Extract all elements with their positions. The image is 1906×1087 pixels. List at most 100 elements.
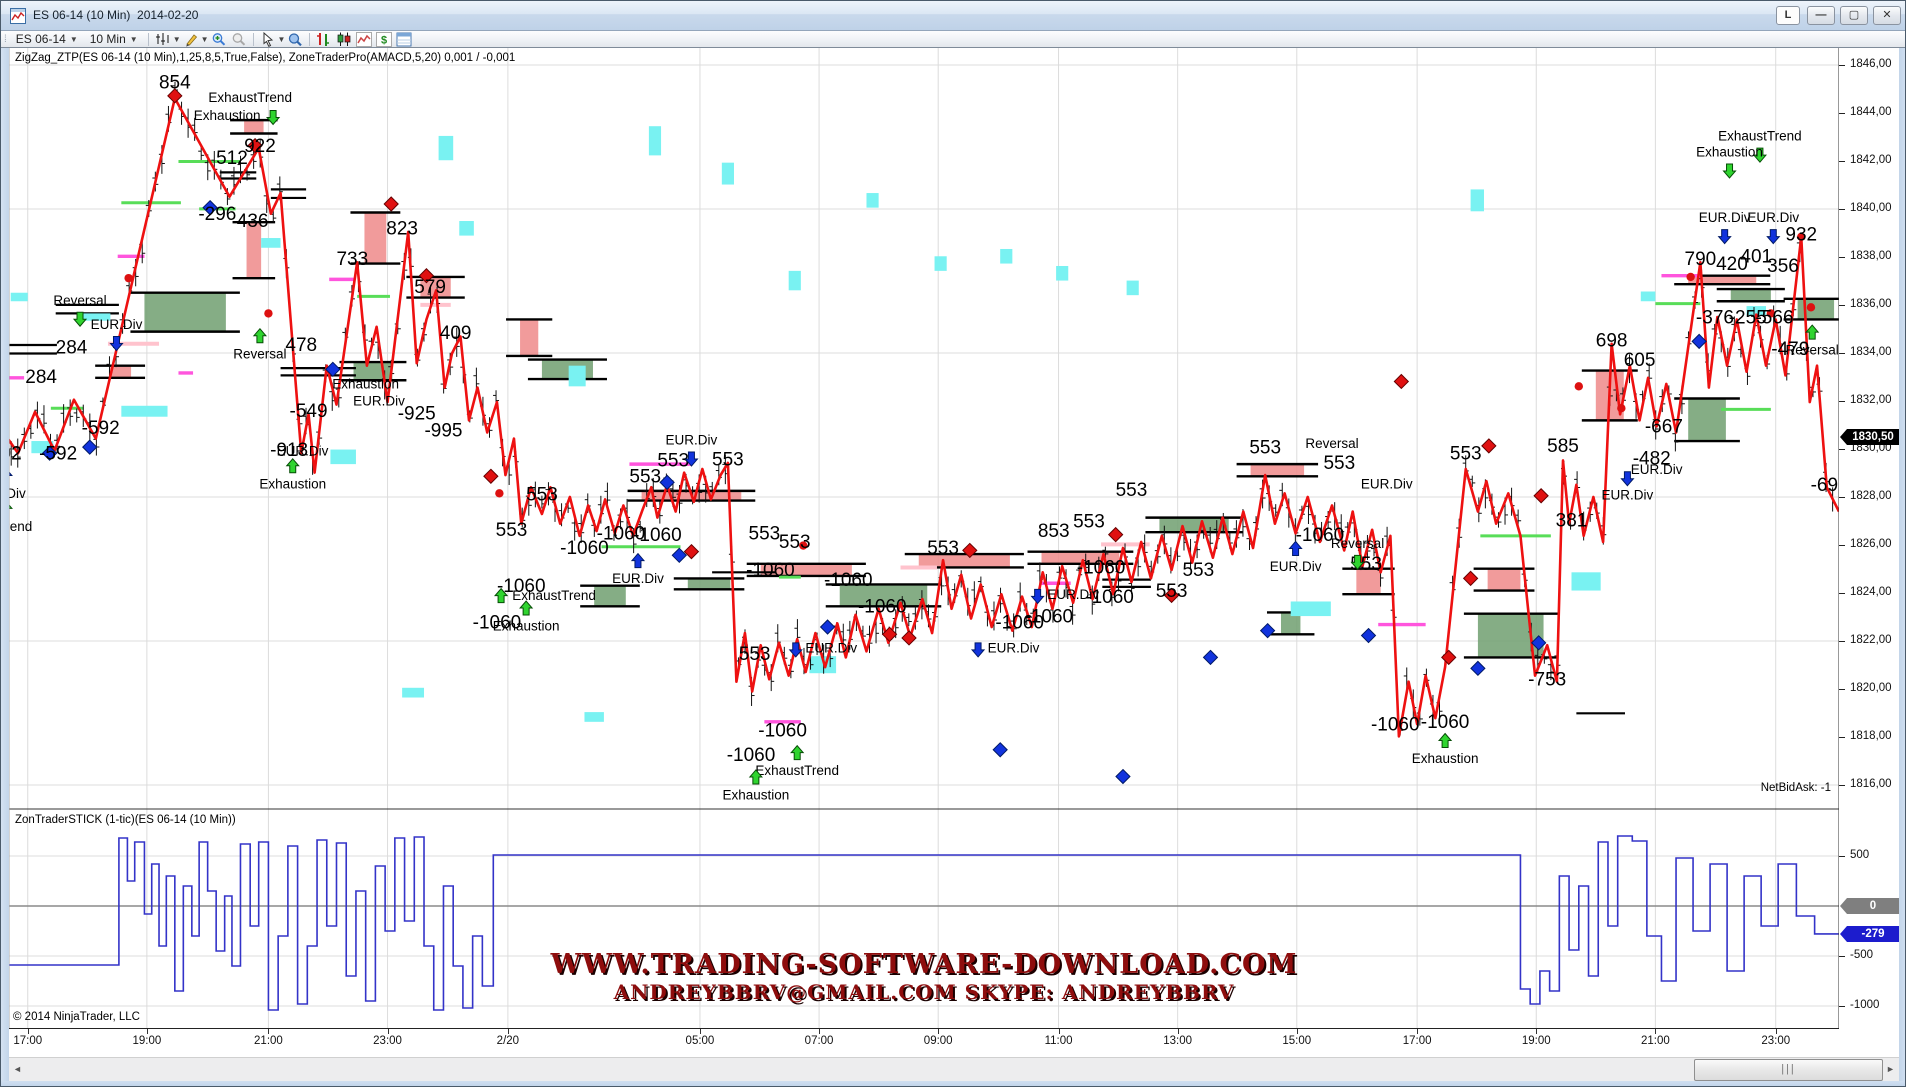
price-axis-label: 1836,00 (1850, 298, 1892, 310)
svg-text:ExhaustTrend: ExhaustTrend (755, 763, 839, 778)
svg-text:932: 932 (1785, 225, 1817, 246)
toolbar-grip[interactable]: ⁞ (4, 33, 7, 45)
svg-text:592: 592 (1, 443, 22, 464)
time-tick (1296, 1029, 1298, 1034)
toolbar-separator (309, 32, 311, 46)
svg-text:EUR.Div: EUR.Div (1631, 462, 1683, 477)
svg-text:-1060: -1060 (1296, 525, 1345, 546)
close-button[interactable]: ✕ (1873, 6, 1901, 25)
copyright-label: © 2014 NinjaTrader, LLC (13, 1011, 140, 1023)
svg-text:Exhaustion: Exhaustion (259, 476, 326, 491)
instrument-select[interactable]: ES 06-14 ▼ (10, 32, 84, 47)
price-axis-label: 1846,00 (1850, 58, 1892, 70)
svg-text:-913: -913 (270, 440, 308, 461)
chevron-down-icon[interactable]: ▼ (200, 34, 209, 44)
svg-text:-1060: -1060 (560, 538, 609, 559)
price-tick (1839, 208, 1845, 210)
price-axis-label: 1844,00 (1850, 106, 1892, 118)
minimize-button[interactable]: — (1807, 6, 1835, 25)
svg-text:EUR.Div: EUR.Div (353, 394, 405, 409)
chevron-down-icon[interactable]: ▼ (277, 34, 286, 44)
cursor-icon[interactable] (258, 31, 278, 47)
time-tick (1655, 1029, 1657, 1034)
svg-text:EUR.Div: EUR.Div (666, 433, 718, 448)
interval-label: 10 Min (89, 32, 126, 46)
scroll-right-button[interactable]: ► (1886, 1064, 1895, 1074)
stick-axis-label: -1000 (1850, 999, 1880, 1011)
time-tick (387, 1029, 389, 1034)
stick-line (9, 835, 1839, 1011)
panel-grid-icon[interactable] (394, 32, 414, 47)
time-tick (507, 1029, 509, 1034)
zoom-in-icon[interactable] (209, 32, 229, 47)
time-tick (1177, 1029, 1179, 1034)
svg-text:ustTrend: ustTrend (1, 519, 32, 534)
scroll-left-button[interactable]: ◄ (13, 1064, 22, 1074)
dollar-icon[interactable]: $ (374, 31, 394, 47)
price-axis-label: 1838,00 (1850, 250, 1892, 262)
price-tick (1839, 736, 1845, 738)
bars-style-icon[interactable] (314, 32, 334, 47)
svg-text:553: 553 (496, 520, 528, 541)
svg-text:409: 409 (440, 323, 472, 344)
candles-style-icon[interactable] (334, 32, 354, 47)
price-axis[interactable]: 1846,00 1844,00 1842,00 1840,00 1838,00 1836,… (1839, 48, 1899, 1028)
price-tick (1839, 400, 1845, 402)
data-box-icon[interactable] (285, 32, 305, 47)
svg-text:-1060: -1060 (727, 745, 776, 766)
restore-button[interactable]: ▢ (1840, 6, 1868, 25)
window-frame-left (1, 48, 9, 1081)
time-tick (938, 1029, 940, 1034)
time-axis-label: 17:00 (13, 1035, 43, 1047)
interval-select[interactable]: 10 Min ▼ (84, 32, 144, 47)
ohlc-bars (9, 81, 1836, 736)
price-tick (1839, 640, 1845, 642)
svg-text:553: 553 (1182, 560, 1214, 581)
price-axis-label: 1842,00 (1850, 154, 1892, 166)
link-button[interactable]: L (1776, 6, 1800, 25)
stick-panel-label: ZonTraderSTICK (1-tic)(ES 06-14 (10 Min)… (15, 814, 236, 826)
chevron-down-icon: ▼ (69, 34, 78, 44)
price-axis-label: 1820,00 (1850, 682, 1892, 694)
svg-text:EUR.Div: EUR.Div (277, 444, 329, 459)
scrollbar-thumb[interactable]: ||| (1694, 1059, 1883, 1081)
svg-text:553: 553 (1116, 480, 1148, 501)
last-price-badge: 1830,50 (1840, 429, 1899, 445)
time-axis-label: 2/20 (496, 1035, 520, 1047)
horizontal-scrollbar[interactable]: ◄ ||| ► (9, 1057, 1899, 1081)
chevron-down-icon: ▼ (129, 34, 138, 44)
svg-text:JR.Div: JR.Div (1, 486, 26, 501)
svg-text:823: 823 (386, 219, 418, 240)
time-axis-label: 21:00 (1640, 1035, 1670, 1047)
svg-text:-482: -482 (1633, 448, 1671, 469)
pencil-icon[interactable] (181, 32, 201, 47)
svg-text:EUR.Div: EUR.Div (91, 317, 143, 332)
title-bar[interactable]: ES 06-14 (10 Min) 2014-02-20 L — ▢ ✕ (1, 1, 1905, 31)
time-axis[interactable]: 17:00 19:00 21:00 23:00 2/20 05:00 07:00 09:00 1… (9, 1028, 1839, 1056)
chevron-down-icon[interactable]: ▼ (172, 34, 181, 44)
price-tick (1839, 352, 1845, 354)
svg-text:EUR.Div: EUR.Div (805, 640, 857, 655)
time-axis-label: 09:00 (923, 1035, 953, 1047)
svg-text:-1060: -1060 (1421, 712, 1470, 733)
svg-text:ExhaustTrend: ExhaustTrend (512, 588, 596, 603)
svg-text:Reversal: Reversal (1305, 436, 1358, 451)
window-frame-right (1899, 48, 1905, 1081)
level-segments (9, 126, 1771, 724)
time-tick (1417, 1029, 1419, 1034)
svg-text:698: 698 (1596, 330, 1628, 351)
svg-text:-1060: -1060 (1077, 558, 1126, 579)
zoom-out-icon[interactable] (229, 32, 249, 47)
interval-type-icon[interactable] (153, 32, 173, 47)
line-style-icon[interactable] (354, 31, 374, 47)
svg-text:553: 553 (739, 644, 771, 665)
svg-text:790: 790 (1685, 249, 1717, 270)
svg-text:356: 356 (1767, 256, 1799, 277)
price-axis-label: 1822,00 (1850, 634, 1892, 646)
time-tick (699, 1029, 701, 1034)
svg-text:Exhaustion: Exhaustion (194, 108, 261, 123)
svg-text:ExhaustTrend: ExhaustTrend (1718, 129, 1802, 144)
